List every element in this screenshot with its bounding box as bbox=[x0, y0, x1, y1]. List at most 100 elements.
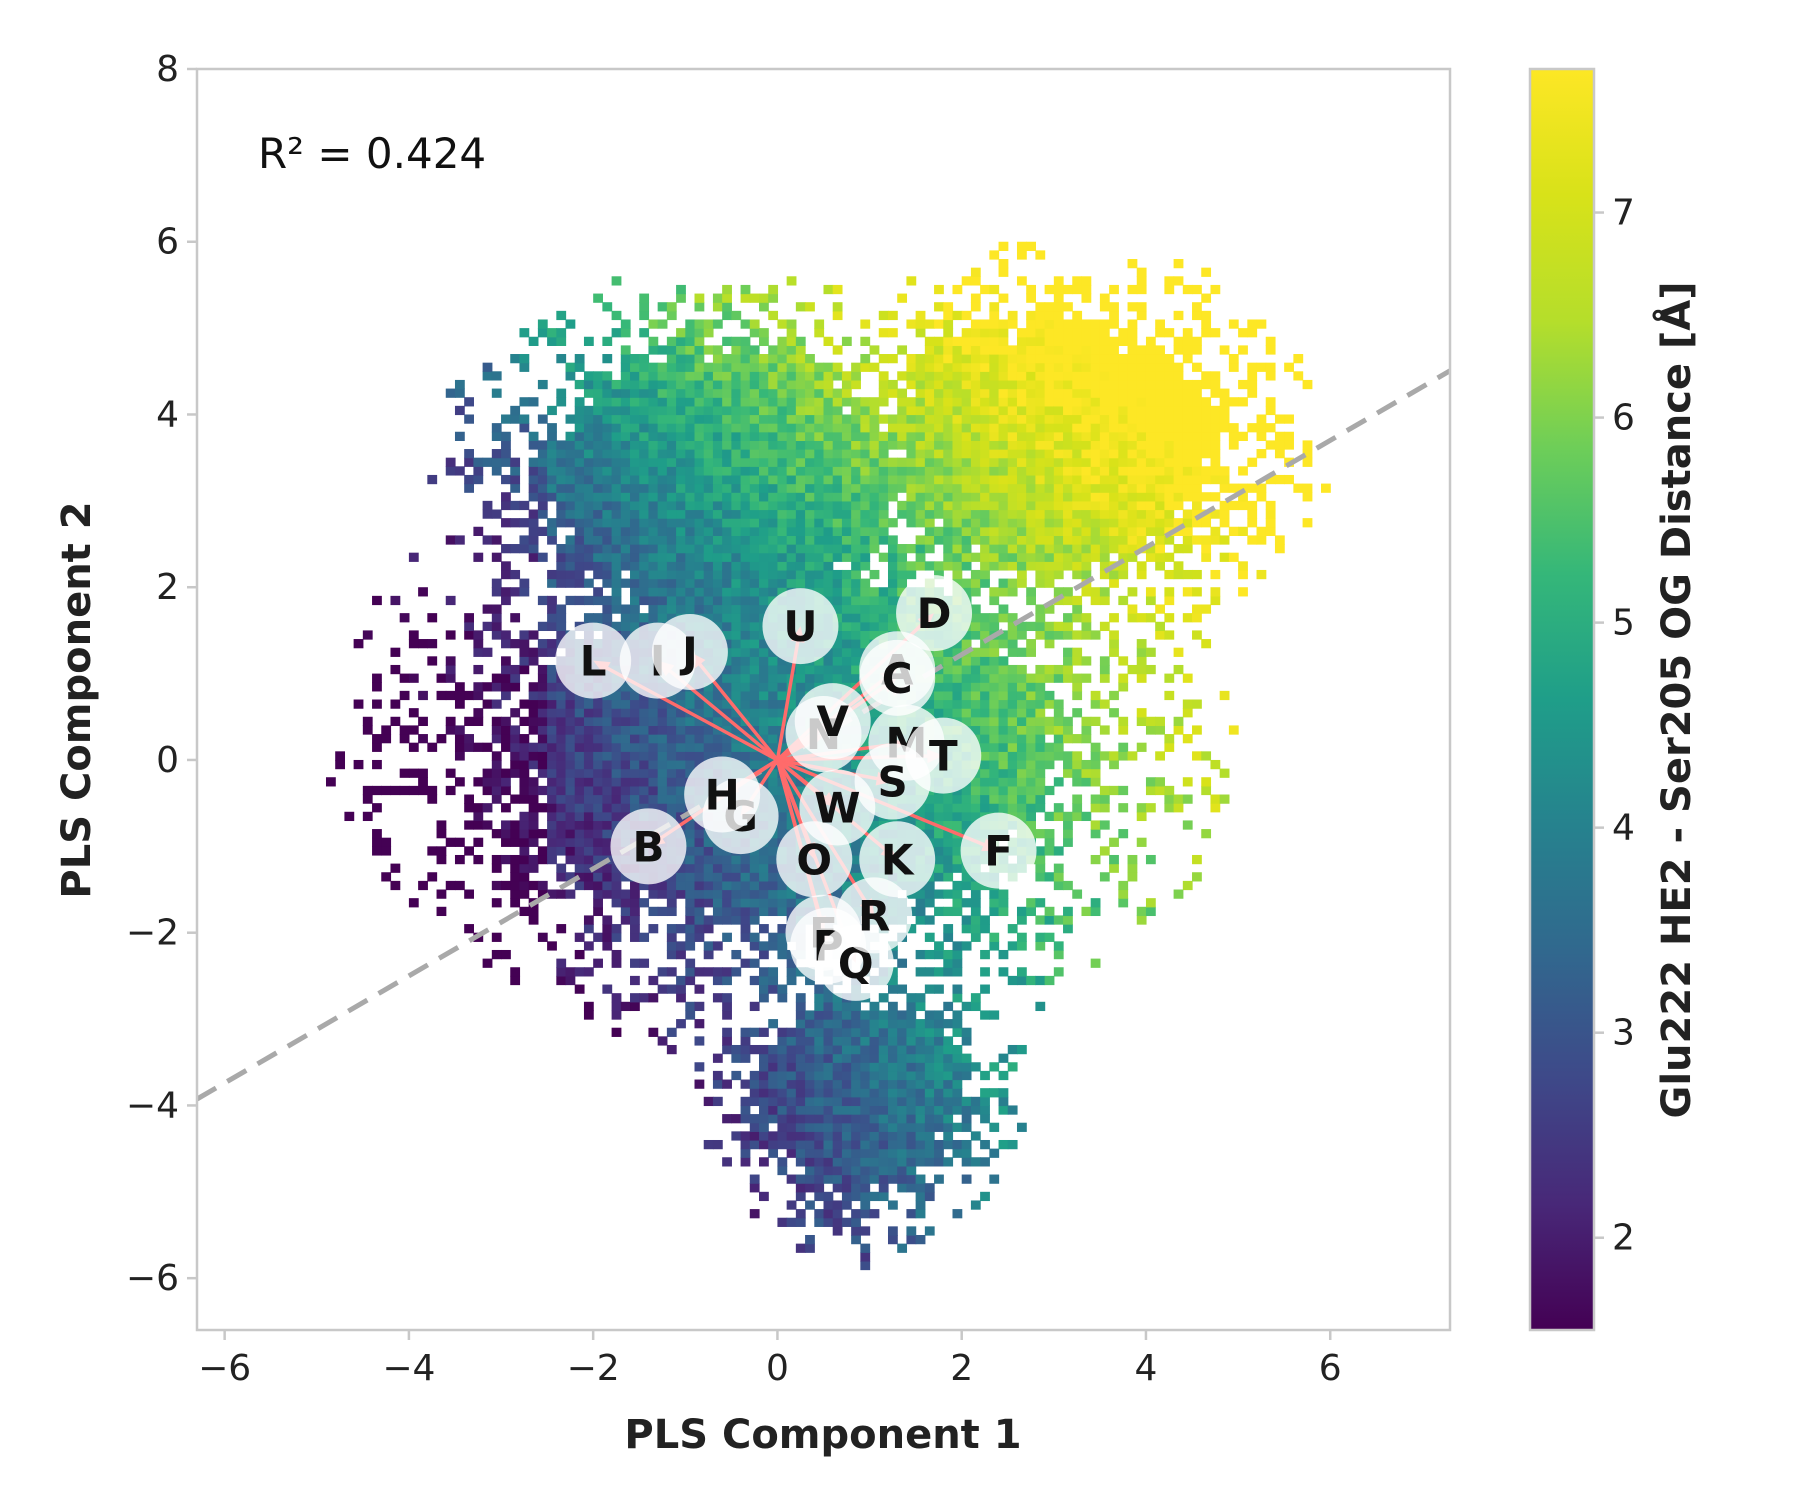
heatmap-bin bbox=[491, 604, 502, 614]
heatmap-bin bbox=[980, 1105, 990, 1115]
heatmap-bin bbox=[519, 794, 530, 804]
heatmap-bin bbox=[759, 604, 769, 614]
heatmap-bin bbox=[491, 466, 502, 476]
heatmap-bin bbox=[694, 440, 705, 450]
heatmap-bin bbox=[961, 673, 972, 683]
heatmap-bin bbox=[722, 1027, 732, 1037]
heatmap-bin bbox=[362, 794, 373, 804]
heatmap-bin bbox=[399, 768, 410, 778]
heatmap-bin bbox=[1026, 803, 1036, 813]
heatmap-bin bbox=[980, 803, 990, 813]
heatmap-bin bbox=[694, 500, 705, 511]
heatmap-bin bbox=[1016, 578, 1027, 588]
heatmap-bin bbox=[795, 1114, 806, 1124]
heatmap-bin bbox=[934, 1070, 944, 1081]
heatmap-bin bbox=[786, 414, 797, 424]
heatmap-bin bbox=[703, 509, 714, 519]
heatmap-bin bbox=[823, 457, 834, 467]
heatmap-bin bbox=[1016, 405, 1027, 416]
heatmap-bin bbox=[731, 915, 742, 925]
heatmap-bin bbox=[712, 1079, 723, 1089]
heatmap-bin bbox=[814, 423, 825, 433]
heatmap-bin bbox=[556, 846, 567, 856]
heatmap-bin bbox=[473, 803, 484, 813]
heatmap-bin bbox=[851, 1174, 861, 1184]
heatmap-bin bbox=[1090, 699, 1101, 709]
heatmap-bin bbox=[915, 906, 926, 917]
heatmap-bin bbox=[915, 379, 926, 390]
heatmap-bin bbox=[583, 561, 594, 571]
heatmap-bin bbox=[685, 379, 696, 390]
heatmap-bin bbox=[565, 803, 576, 813]
heatmap-bin bbox=[934, 440, 944, 450]
heatmap-bin bbox=[924, 1191, 935, 1202]
heatmap-bin bbox=[851, 561, 861, 571]
heatmap-bin bbox=[1081, 354, 1092, 364]
heatmap-bin bbox=[768, 1070, 779, 1081]
heatmap-bin bbox=[759, 880, 769, 891]
heatmap-bin bbox=[897, 1044, 908, 1055]
heatmap-bin bbox=[740, 1044, 751, 1055]
heatmap-bin bbox=[851, 1131, 861, 1141]
heatmap-bin bbox=[510, 725, 521, 735]
heatmap-bin bbox=[528, 509, 539, 519]
heatmap-bin bbox=[519, 578, 530, 588]
heatmap-bin bbox=[768, 1139, 779, 1150]
heatmap-bin bbox=[961, 354, 972, 364]
heatmap-bin bbox=[759, 1131, 769, 1141]
heatmap-bin bbox=[556, 509, 567, 519]
heatmap-bin bbox=[418, 768, 428, 778]
heatmap-bin bbox=[565, 967, 576, 977]
heatmap-bin bbox=[418, 716, 428, 727]
heatmap-bin bbox=[795, 457, 806, 467]
heatmap-bin bbox=[694, 518, 705, 528]
heatmap-bin bbox=[1026, 552, 1036, 562]
heatmap-bin bbox=[980, 509, 990, 519]
heatmap-bin bbox=[832, 578, 843, 588]
heatmap-bin bbox=[574, 880, 585, 891]
heatmap-bin bbox=[759, 1070, 769, 1081]
heatmap-bin bbox=[860, 319, 871, 329]
heatmap-bin bbox=[593, 526, 603, 536]
heatmap-bin bbox=[998, 388, 1009, 398]
heatmap-bin bbox=[924, 1183, 935, 1193]
heatmap-bin bbox=[593, 509, 603, 519]
heatmap-bin bbox=[547, 535, 557, 545]
heatmap-bin bbox=[841, 518, 852, 528]
heatmap-bin bbox=[335, 751, 346, 761]
heatmap-bin bbox=[501, 854, 511, 865]
heatmap-bin bbox=[731, 664, 742, 675]
heatmap-bin bbox=[501, 673, 511, 683]
heatmap-bin bbox=[565, 794, 576, 804]
heatmap-bin bbox=[602, 388, 613, 398]
heatmap-bin bbox=[703, 319, 714, 329]
heatmap-bin bbox=[1072, 440, 1083, 450]
heatmap-bin bbox=[952, 552, 963, 562]
heatmap-bin bbox=[823, 1114, 834, 1124]
heatmap-bin bbox=[943, 302, 954, 312]
heatmap-bin bbox=[906, 1174, 917, 1184]
heatmap-bin bbox=[878, 483, 889, 493]
heatmap-bin bbox=[648, 794, 659, 804]
heatmap-bin bbox=[694, 457, 705, 467]
heatmap-bin bbox=[841, 595, 852, 606]
heatmap-bin bbox=[952, 854, 963, 865]
heatmap-bin bbox=[436, 906, 447, 917]
heatmap-bin bbox=[749, 932, 760, 942]
heatmap-bin bbox=[556, 889, 567, 899]
heatmap-bin bbox=[694, 742, 705, 752]
heatmap-bin bbox=[694, 431, 705, 441]
heatmap-bin bbox=[1081, 587, 1092, 597]
heatmap-bin bbox=[694, 423, 705, 433]
heatmap-bin bbox=[703, 898, 714, 908]
heatmap-bin bbox=[841, 440, 852, 450]
heatmap-bin bbox=[685, 734, 696, 744]
heatmap-bin bbox=[970, 431, 981, 441]
heatmap-bin bbox=[943, 820, 954, 830]
heatmap-bin bbox=[1072, 457, 1083, 467]
heatmap-bin bbox=[823, 1217, 834, 1227]
heatmap-bin bbox=[961, 1027, 972, 1037]
heatmap-bin bbox=[703, 613, 714, 623]
heatmap-bin bbox=[768, 906, 779, 917]
heatmap-bin bbox=[989, 474, 1000, 485]
